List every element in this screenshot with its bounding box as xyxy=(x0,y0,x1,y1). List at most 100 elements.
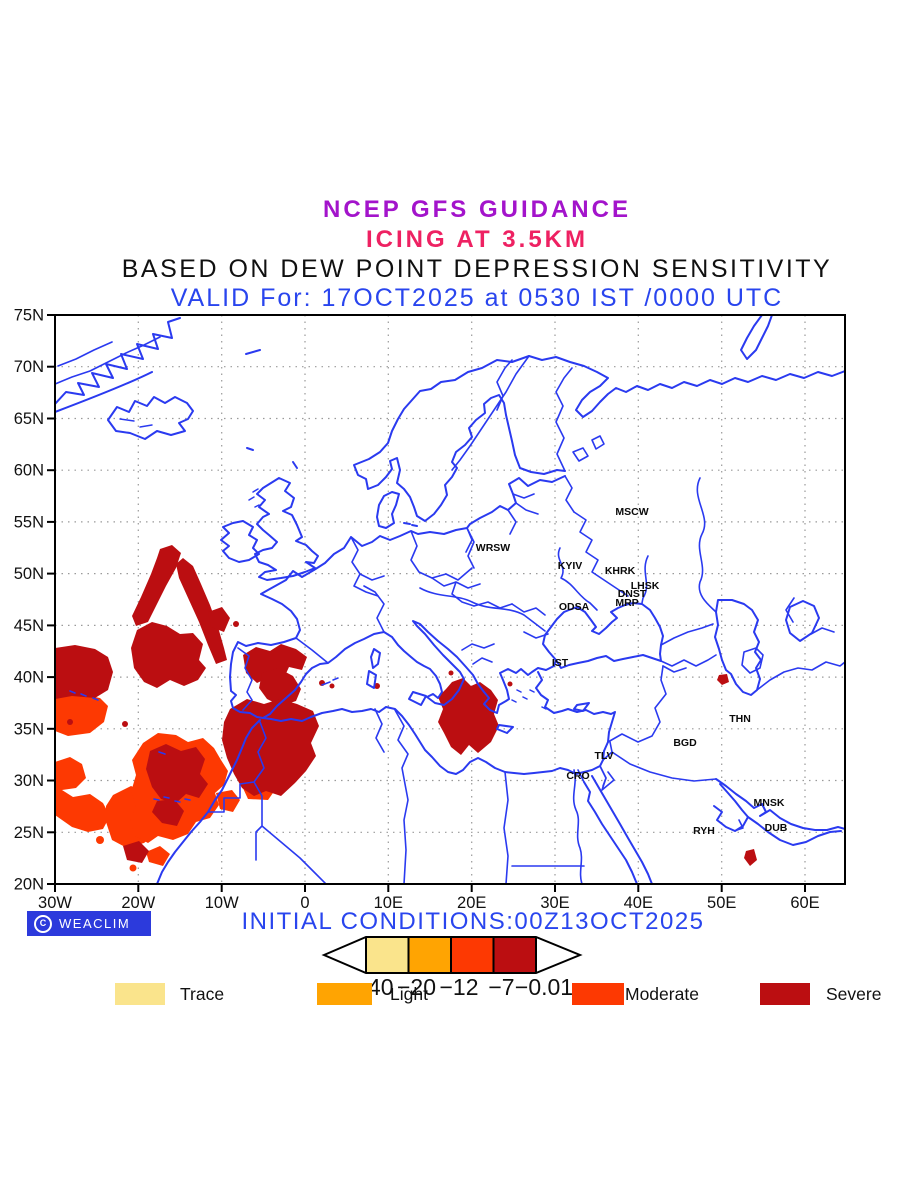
lake-ladoga xyxy=(572,447,589,462)
map-frame xyxy=(54,314,846,885)
coast-morocco-atlantic xyxy=(156,719,261,883)
coast-faroe-islands xyxy=(246,447,254,451)
border-libya-tunisia xyxy=(374,708,409,883)
page-title-method: BASED ON DEW POINT DEPRESSION SENSITIVIT… xyxy=(121,255,833,283)
lat-tick-label: 35N xyxy=(14,720,44,738)
lat-tick-label: 20N xyxy=(14,876,44,894)
icing-severe-area xyxy=(131,622,206,688)
icing-severe-spot xyxy=(744,849,757,866)
station-label-odsa: ODSA xyxy=(559,601,590,613)
legend-swatch-trace xyxy=(115,983,165,1005)
colorbar-threshold-label: −12 xyxy=(439,974,478,1000)
river-volga xyxy=(696,477,717,613)
icing-moderate-area xyxy=(56,694,108,736)
icing-moderate-area xyxy=(216,790,240,812)
icing-moderate-spot xyxy=(129,864,137,872)
coast-ireland xyxy=(220,520,260,563)
lat-tick-label: 30N xyxy=(14,772,44,790)
station-label-bgd: BGD xyxy=(673,737,697,749)
legend-label-trace: Trace xyxy=(180,984,225,1004)
border-balkans xyxy=(461,603,549,665)
icing-severe-area xyxy=(259,668,301,706)
page-title-product: ICING AT 3.5KM xyxy=(365,226,588,253)
lon-tick-label: 10E xyxy=(374,894,403,912)
coast-great-britain xyxy=(254,477,319,581)
border-caucasus xyxy=(660,623,717,673)
lat-tick-label: 25N xyxy=(14,824,44,842)
lat-tick-label: 75N xyxy=(14,307,44,325)
icing-severe-area xyxy=(123,841,149,863)
legend-label-moderate: Moderate xyxy=(625,984,699,1004)
lon-tick-label: 30E xyxy=(540,894,569,912)
border-poland xyxy=(410,527,475,581)
coast-denmark xyxy=(376,491,400,529)
coast-iceland-fjords xyxy=(119,418,153,428)
lon-tick-label: 50E xyxy=(707,894,736,912)
border-northwest-africa xyxy=(207,721,327,883)
island-canaries xyxy=(153,796,191,803)
border-iberia xyxy=(237,637,329,711)
coast-qatar xyxy=(736,819,744,831)
border-baltics xyxy=(465,475,575,553)
colorbar-cell-light xyxy=(408,937,451,973)
coast-turkey-levant-africa xyxy=(262,671,616,775)
station-label-mnsk: MNSK xyxy=(754,797,785,809)
icing-severe-area xyxy=(146,744,208,804)
icing-severe-area xyxy=(438,678,499,755)
river-danube xyxy=(419,587,546,632)
lon-tick-label: 20W xyxy=(121,894,155,912)
river-dnieper xyxy=(557,547,598,611)
coast-greenland-south xyxy=(56,371,153,413)
icing-legend: Trace Light Moderate Severe xyxy=(0,983,900,1007)
station-label-thn: THN xyxy=(729,713,751,725)
station-label-wrsw: WRSW xyxy=(476,542,510,554)
coast-novaya-zemlya xyxy=(740,316,773,360)
coast-aral-sea xyxy=(785,600,820,642)
coast-red-sea-west xyxy=(583,781,638,883)
icing-severe-spot xyxy=(329,683,335,689)
icing-severe-area xyxy=(176,558,227,664)
weaclim-logo-badge: C WEACLIM xyxy=(27,911,151,936)
coast-danish-islands xyxy=(403,522,418,527)
coast-cyprus xyxy=(573,702,590,712)
lat-tick-label: 65N xyxy=(14,410,44,428)
coast-sicily xyxy=(408,691,427,706)
lat-tick-label: 70N xyxy=(14,358,44,376)
page-title-valid-time: VALID For: 17OCT2025 at 0530 IST /0000 U… xyxy=(170,284,784,312)
icing-severe-area xyxy=(152,799,184,826)
river-don xyxy=(641,555,649,604)
lake-onega xyxy=(591,435,605,450)
lon-tick-label: 20E xyxy=(457,894,486,912)
copyright-icon: C xyxy=(34,914,52,933)
colorbar-threshold-label: −20 xyxy=(397,974,436,1000)
colorbar-tick-labels: −40 −20 −12 −7 −0.01 xyxy=(354,974,573,1000)
station-label-dub: DUB xyxy=(765,822,788,834)
border-ukraine-russia xyxy=(573,511,629,597)
initial-conditions-text: INITIAL CONDITIONS:00Z13OCT2025 xyxy=(241,908,705,935)
lat-tick-label: 45N xyxy=(14,617,44,635)
colorbar-cell-severe xyxy=(493,937,536,973)
logo-text: WEACLIM xyxy=(59,916,131,931)
coast-greenland-fjords xyxy=(56,336,161,385)
coast-greenland xyxy=(56,317,181,405)
icing-severe-layer xyxy=(56,545,757,866)
icing-severe-spot xyxy=(122,721,128,727)
colorbar: −40 −20 −12 −7 −0.01 xyxy=(321,936,583,1000)
icing-severe-spot xyxy=(717,674,729,685)
coast-jan-mayen-island xyxy=(245,349,261,355)
station-label-ist: IST xyxy=(552,657,569,669)
icing-severe-spot xyxy=(67,719,73,725)
legend-swatch-light xyxy=(317,983,372,1005)
icing-severe-area xyxy=(222,699,319,796)
river-nile xyxy=(572,769,583,883)
icing-severe-area xyxy=(243,644,307,683)
island-azores xyxy=(69,690,99,701)
colorbar-cell-moderate xyxy=(451,937,494,973)
legend-label-severe: Severe xyxy=(826,984,882,1004)
coast-mediterranean-north xyxy=(262,620,557,719)
borders-rivers-layer xyxy=(207,355,844,883)
colorbar-separators xyxy=(365,937,537,973)
coast-arabia-gulf xyxy=(713,783,749,832)
icing-severe-area xyxy=(208,607,230,632)
